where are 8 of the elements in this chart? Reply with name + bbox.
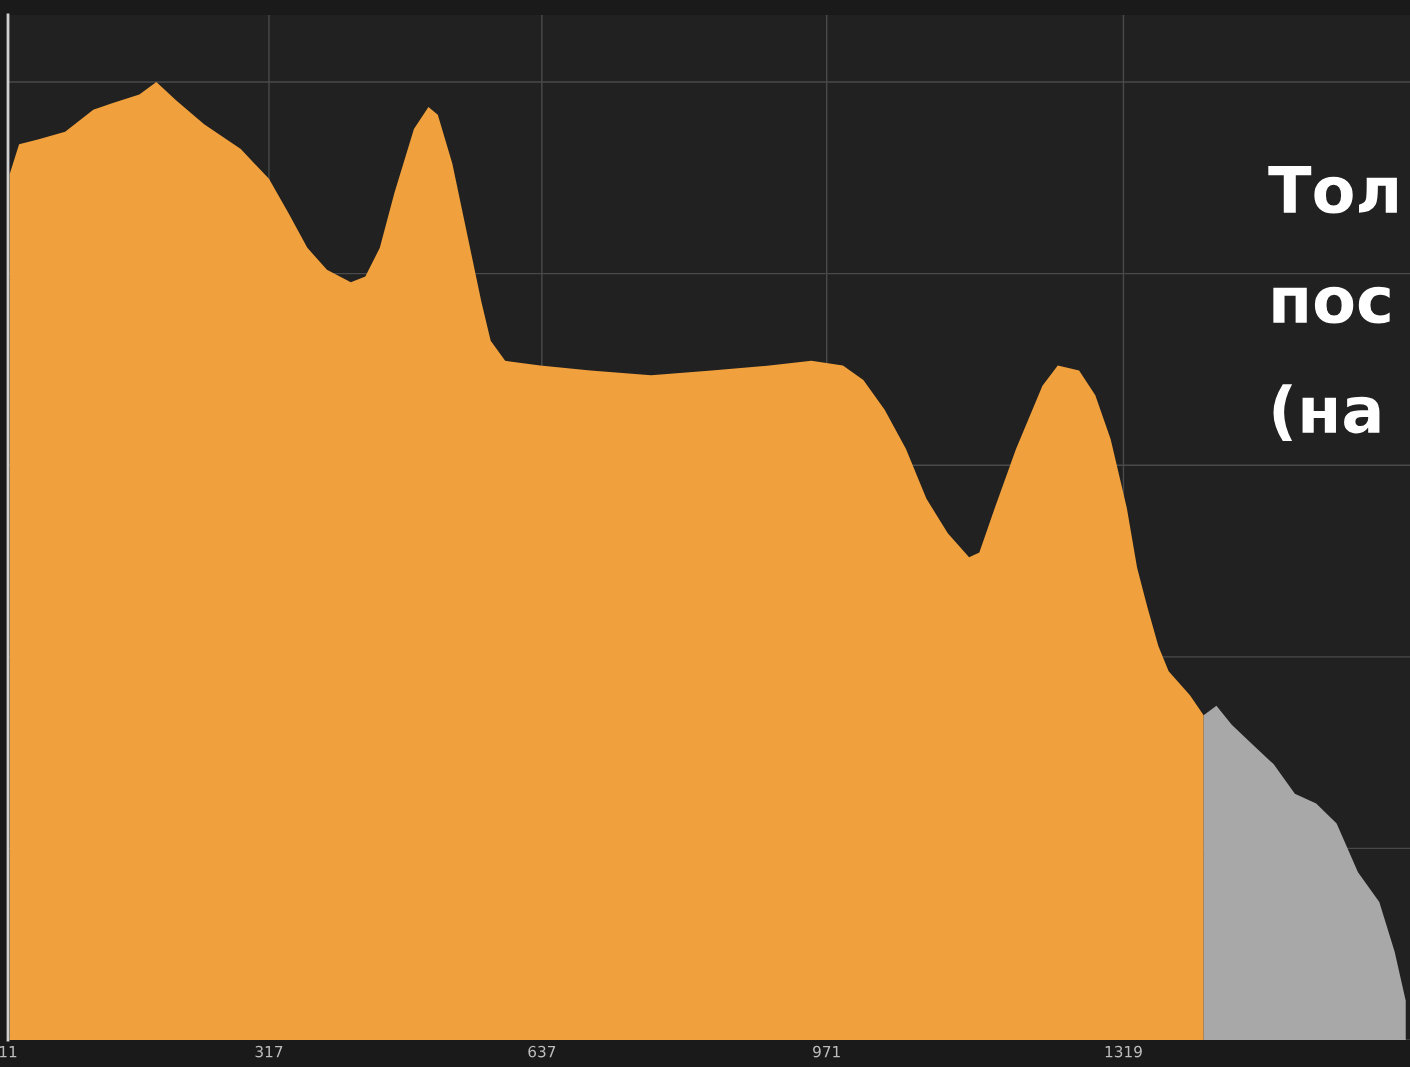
x-tick-label: 971 [813,1045,840,1058]
x-tick-label: 317 [255,1045,283,1058]
annotation: пос [1273,286,1390,324]
x-tick-label: 11 [0,1046,17,1058]
x-tick-label: 1319 [1105,1045,1142,1058]
x-tick-label: 637 [528,1045,556,1058]
annotation: Тол [1268,166,1397,214]
annotation: (на [1273,384,1380,442]
